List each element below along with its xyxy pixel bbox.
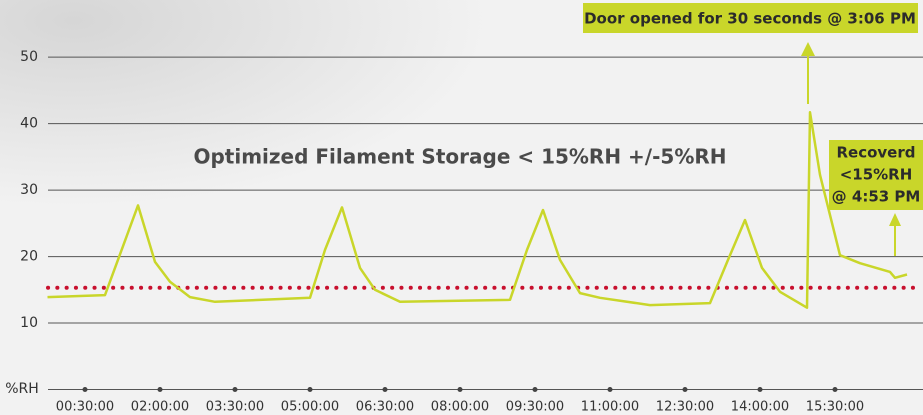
x-tick-label: 02:00:00	[131, 400, 189, 415]
y-tick-label: 30	[20, 182, 38, 198]
x-tick-mark	[682, 387, 688, 392]
x-tick-label: 11:00:00	[581, 400, 639, 415]
x-tick-label: 08:00:00	[431, 400, 489, 415]
x-tick-mark	[382, 387, 388, 392]
x-tick-mark	[532, 387, 538, 392]
x-tick-mark	[157, 387, 163, 392]
x-tick-mark	[757, 387, 763, 392]
annotation-text: Recoverd	[836, 144, 915, 162]
y-tick-label: 20	[20, 249, 38, 265]
x-tick-mark	[232, 387, 238, 392]
x-tick-label: 03:30:00	[206, 400, 264, 415]
annotation-box	[829, 140, 923, 210]
x-tick-label: 09:30:00	[506, 400, 564, 415]
x-tick-mark	[832, 387, 838, 392]
arrow-head	[801, 42, 815, 56]
data-line	[47, 111, 908, 309]
x-tick-label: 00:30:00	[56, 400, 114, 415]
x-tick-label: 12:30:00	[656, 400, 714, 415]
plot: 10 20 30 40 50 00:30:00 02:00:00 03:30:00 05:00:…	[20, 49, 923, 415]
y-tick-label: 10	[20, 315, 38, 331]
x-tick-mark	[457, 387, 463, 392]
annotation-text: <15%RH	[840, 166, 913, 184]
x-tick-label: 14:00:00	[731, 400, 789, 415]
annotation-text: @ 4:53 PM	[832, 188, 921, 206]
arrow-head	[889, 213, 901, 226]
y-tick-label: 40	[20, 116, 38, 132]
x-tick-mark	[607, 387, 613, 392]
chart-title: Optimized Filament Storage < 15%RH +/-5%…	[193, 145, 726, 169]
annotation-box	[583, 3, 918, 33]
y-tick-label: 50	[20, 49, 38, 65]
x-tick-mark	[307, 387, 313, 392]
y-axis-label: %RH	[5, 381, 39, 397]
x-tick-label: 05:00:00	[281, 400, 339, 415]
x-tick-mark	[82, 387, 88, 392]
x-tick-label: 15:30:00	[806, 400, 864, 415]
annotation-text: Door opened for 30 seconds @ 3:06 PM	[584, 10, 916, 28]
x-tick-label: 06:30:00	[356, 400, 414, 415]
